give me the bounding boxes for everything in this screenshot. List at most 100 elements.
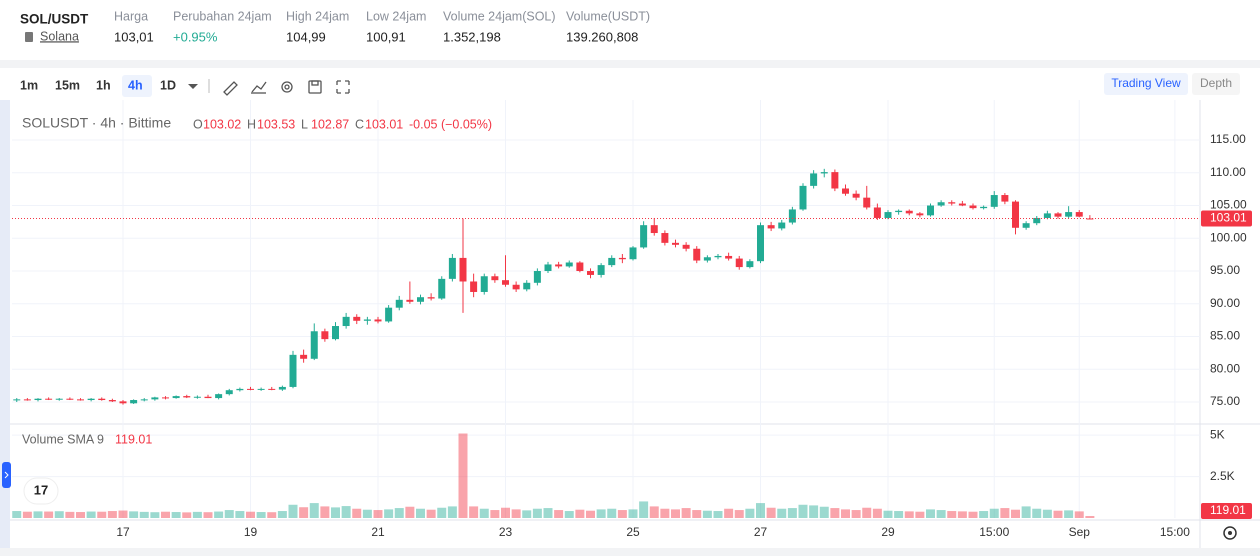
volume-bar	[437, 507, 447, 518]
stat-label: Harga	[114, 9, 148, 23]
volume-bar	[511, 509, 521, 518]
volume-bar	[957, 511, 967, 518]
volume-bar	[373, 510, 383, 518]
candle-body	[799, 185, 807, 210]
stat-value: 139.260,808	[566, 29, 638, 44]
volume-bar	[182, 512, 192, 518]
volume-bar	[490, 510, 500, 518]
candle-body	[1012, 201, 1019, 228]
stat-value: 104,99	[286, 29, 326, 44]
stat-label: Volume(USDT)	[566, 9, 650, 23]
candle-body	[597, 265, 605, 275]
candle-body	[34, 398, 42, 401]
interval-button[interactable]: 15m	[55, 78, 80, 92]
icon	[25, 32, 33, 42]
candle-body	[1065, 212, 1073, 217]
volume-bar	[1000, 508, 1010, 518]
toolbar: 1m 15m 1h 4h 1D Trading View Depth	[20, 73, 1240, 97]
candle-body	[1022, 223, 1030, 228]
candle-body	[470, 281, 478, 292]
candle-body	[98, 398, 106, 401]
y-tick-label: 110.00	[1210, 165, 1246, 179]
candle-body	[884, 212, 892, 218]
volume-bar	[86, 511, 96, 518]
y-tick-label: 80.00	[1210, 361, 1240, 375]
candle-body	[300, 354, 308, 359]
volume-bar	[862, 507, 872, 518]
volume-bar	[1064, 510, 1074, 518]
candle-body	[45, 398, 53, 400]
candle-body	[523, 282, 531, 290]
candle-body	[895, 210, 903, 213]
candle-body	[66, 398, 74, 400]
x-tick-label: 19	[244, 525, 258, 539]
candle-body	[555, 264, 563, 267]
candle-body	[247, 388, 254, 390]
candle-body	[162, 397, 169, 399]
interval-button[interactable]: 4h	[128, 78, 143, 92]
volume-bar	[628, 509, 638, 518]
candle-body	[427, 297, 435, 299]
volume-bar	[171, 512, 181, 518]
volume-bar	[54, 511, 64, 518]
volume-bar	[1021, 506, 1031, 518]
candle-body	[863, 197, 871, 208]
candle-body	[990, 195, 998, 207]
candle-body	[130, 400, 138, 404]
side-tab[interactable]	[2, 462, 11, 488]
last-volume-label: 119.01	[1210, 503, 1246, 517]
legend-value: 103.02	[203, 117, 241, 131]
coin-name[interactable]: Solana	[40, 29, 79, 43]
volume-bar	[1032, 508, 1042, 518]
candle-body	[87, 398, 95, 401]
view-button[interactable]: Trading View	[1111, 76, 1181, 90]
interval-button[interactable]: 1m	[20, 78, 38, 92]
volume-bar	[33, 511, 43, 518]
candle-body	[810, 173, 818, 186]
candle-body	[385, 307, 393, 322]
candle-body	[576, 262, 584, 272]
candle-body	[119, 401, 127, 404]
candle-body	[873, 207, 881, 218]
candle-body	[289, 354, 297, 387]
candle-body	[969, 205, 977, 209]
volume-bar	[469, 506, 479, 518]
volume-bar	[362, 509, 372, 518]
settings-icon[interactable]	[1223, 526, 1237, 540]
y-tick-label: 95.00	[1210, 263, 1240, 277]
candle-body	[215, 394, 223, 399]
candle-body	[788, 209, 796, 223]
candle-body	[395, 299, 403, 308]
volume-bar	[44, 511, 54, 518]
view-button[interactable]: Depth	[1200, 76, 1232, 90]
volume-bar	[352, 508, 362, 518]
volume-bar	[766, 507, 776, 518]
candle-body	[905, 210, 913, 214]
candle-body	[587, 271, 594, 275]
volume-bar	[915, 511, 925, 518]
view-button-bg[interactable]	[1192, 73, 1240, 95]
stat-label: Perubahan 24jam	[173, 9, 272, 23]
candle-body	[406, 299, 414, 302]
view-button-bg[interactable]	[1104, 73, 1188, 95]
x-tick-label: Sep	[1069, 525, 1091, 539]
volume-bar	[501, 507, 510, 518]
volume-bar	[883, 510, 893, 518]
volume-bar	[798, 504, 808, 518]
volume-bar	[575, 509, 585, 518]
last-volume-tag	[1201, 503, 1252, 519]
legend-value: 103.53	[257, 117, 295, 131]
candle-body	[502, 280, 509, 285]
volume-bar	[458, 433, 468, 518]
volume-bar	[192, 511, 202, 518]
interval-button[interactable]: 1h	[96, 78, 111, 92]
volume-bar	[841, 509, 850, 518]
legend-change: -0.05 (−0.05%)	[409, 117, 492, 131]
interval-button[interactable]: 1D	[160, 78, 176, 92]
candle-body	[438, 278, 446, 299]
candle-body	[183, 396, 191, 398]
side-tab-arrow	[4, 471, 9, 479]
candle-body	[225, 390, 233, 395]
y-tick-label: 90.00	[1210, 296, 1240, 310]
